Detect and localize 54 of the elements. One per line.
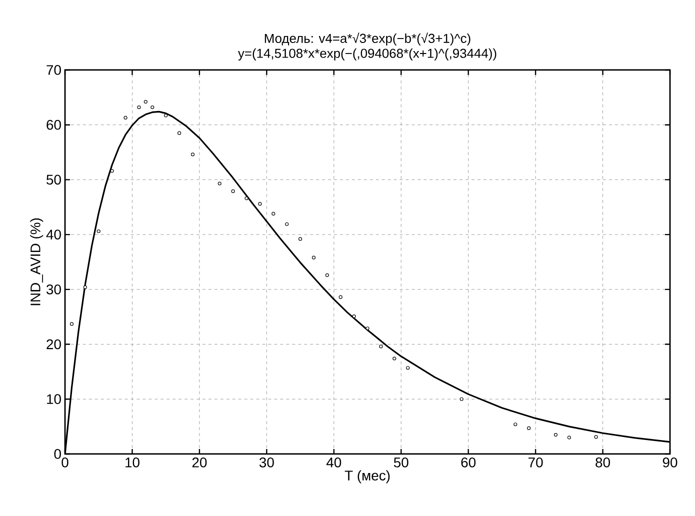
point bbox=[366, 326, 370, 330]
y-tick-label: 40 bbox=[46, 230, 61, 240]
point bbox=[460, 397, 464, 401]
x-tick-label: 70 bbox=[528, 457, 543, 468]
point bbox=[137, 105, 141, 110]
y-tick-label: 30 bbox=[46, 284, 61, 294]
y-tick-label: 60 bbox=[46, 120, 61, 130]
y-tick-label: 20 bbox=[46, 339, 61, 350]
point bbox=[83, 285, 87, 290]
y-tick-label: 0 bbox=[54, 449, 61, 459]
x-tick-label: 40 bbox=[326, 457, 342, 468]
point bbox=[392, 356, 396, 360]
x-tick-label: 50 bbox=[394, 457, 408, 468]
point bbox=[554, 432, 558, 437]
chart-title: Модель: v4=a*√3*exp(−b*(√3+1)^c) bbox=[264, 32, 470, 46]
x-tick-label: 10 bbox=[126, 457, 140, 468]
point bbox=[258, 202, 262, 206]
point bbox=[285, 222, 289, 226]
point bbox=[352, 314, 356, 318]
point bbox=[298, 237, 302, 241]
point bbox=[144, 100, 148, 104]
point bbox=[231, 189, 235, 194]
point bbox=[594, 435, 598, 439]
point bbox=[338, 295, 342, 299]
point bbox=[325, 273, 329, 277]
point bbox=[70, 322, 74, 326]
y-tick-label: 50 bbox=[46, 174, 61, 185]
chart-subtitle: y=(14,5108*x*exp(−(,094068*(x+1)^(,93444)) bbox=[238, 48, 496, 60]
x-tick-label: 20 bbox=[192, 457, 207, 468]
point bbox=[379, 344, 383, 348]
y-tick-label: 10 bbox=[47, 394, 61, 404]
point bbox=[124, 116, 128, 120]
x-tick-label: 80 bbox=[596, 457, 610, 468]
point bbox=[190, 152, 195, 156]
point bbox=[96, 229, 100, 234]
y-tick-label: 70 bbox=[46, 65, 61, 75]
point bbox=[312, 256, 316, 260]
point bbox=[406, 366, 410, 370]
x-tick-label: 0 bbox=[62, 457, 68, 468]
point bbox=[272, 212, 276, 216]
x-tick-label: 30 bbox=[259, 457, 274, 468]
point bbox=[110, 169, 114, 173]
point bbox=[150, 105, 154, 110]
point bbox=[527, 426, 531, 430]
point bbox=[177, 131, 182, 135]
y-axis-title: IND_AVID (%) bbox=[30, 218, 44, 306]
point bbox=[218, 182, 222, 186]
x-tick-label: 60 bbox=[461, 457, 476, 468]
x-tick-label: 90 bbox=[662, 457, 678, 468]
point bbox=[514, 422, 518, 426]
point bbox=[567, 436, 571, 440]
point bbox=[164, 114, 168, 118]
x-axis-title: T (мес) bbox=[344, 470, 390, 484]
point bbox=[244, 196, 248, 200]
